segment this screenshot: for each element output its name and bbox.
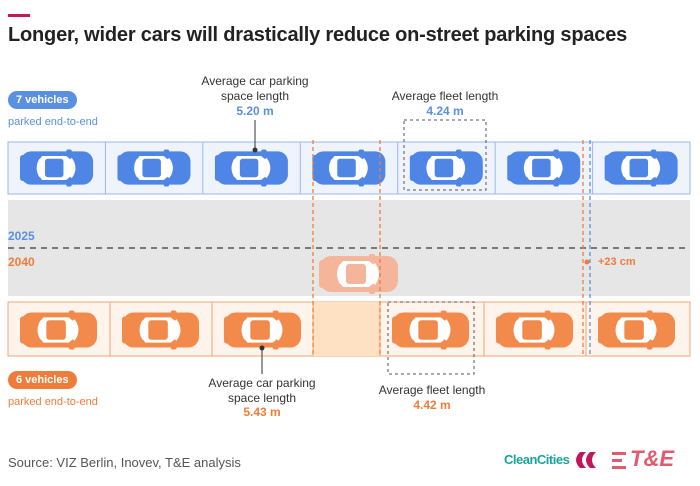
- caption: parked end-to-end: [8, 116, 98, 128]
- title: Longer, wider cars will drastically redu…: [8, 24, 628, 46]
- car: [20, 310, 98, 350]
- badge: 6 vehicles: [8, 371, 77, 389]
- annotation: Average fleet length: [391, 89, 499, 103]
- annotation: Average car parking space length: [201, 74, 309, 103]
- ghost-car: [319, 254, 398, 294]
- car: [122, 310, 200, 350]
- year-label: 2040: [8, 255, 35, 269]
- accent-bar: [8, 14, 30, 17]
- car: [598, 310, 676, 350]
- car: [20, 149, 94, 187]
- cleancities-icon: [576, 452, 596, 468]
- fleet-box: [403, 119, 487, 191]
- source: Source: VIZ Berlin, Inovev, T&E analysis: [8, 455, 241, 470]
- annotation: Average fleet length: [378, 383, 486, 397]
- year-label: 2025: [8, 229, 35, 243]
- car: [224, 310, 302, 350]
- annotation-value: 5.43 m: [243, 405, 281, 419]
- badge: 7 vehicles: [8, 91, 77, 109]
- te-icon: [612, 452, 626, 469]
- caption: parked end-to-end: [8, 396, 98, 408]
- annotation-value: 5.20 m: [236, 104, 274, 118]
- annotation-value: 4.24 m: [426, 104, 464, 118]
- car: [507, 149, 581, 187]
- car: [409, 149, 483, 187]
- logo: T&E: [630, 446, 674, 471]
- annotation-value: 4.42 m: [413, 398, 451, 412]
- car: [392, 310, 470, 350]
- car: [604, 149, 678, 187]
- pointer-dot: [252, 147, 258, 153]
- car: [312, 149, 386, 187]
- diff-dot: [584, 259, 590, 265]
- annotation: Average car parking space length: [208, 376, 316, 405]
- lost-space: [313, 302, 380, 356]
- car: [214, 149, 288, 187]
- car: [117, 149, 191, 187]
- pointer-dot: [259, 345, 265, 351]
- car: [496, 310, 574, 350]
- fleet-box: [387, 301, 475, 375]
- logo: CleanCities: [504, 452, 570, 467]
- difference-label: +23 cm: [598, 256, 636, 268]
